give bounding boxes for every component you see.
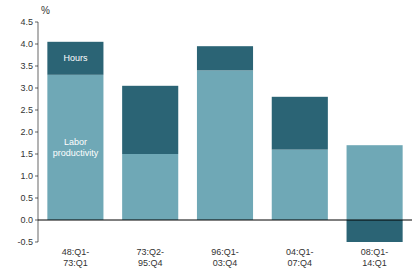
x-tick-label: 96:Q1-03:Q4	[211, 247, 239, 268]
y-tick	[35, 242, 38, 243]
y-tick	[35, 66, 38, 67]
bar	[122, 86, 178, 154]
bar	[47, 75, 103, 220]
y-tick-label: 2.0	[20, 127, 33, 137]
y-axis-label: %	[41, 5, 50, 16]
y-tick-label: 3.0	[20, 83, 33, 93]
bar	[197, 70, 253, 220]
bar	[272, 97, 328, 150]
y-tick-label: -0.5	[17, 237, 33, 247]
bar	[122, 154, 178, 220]
x-tick-label: 08:Q1-14:Q1	[361, 247, 389, 268]
y-tick-label: 4.0	[20, 39, 33, 49]
bar	[272, 150, 328, 220]
y-tick	[35, 198, 38, 199]
y-tick-label: 0.0	[20, 215, 33, 225]
y-tick	[35, 88, 38, 89]
y-tick	[35, 110, 38, 111]
chart: -0.5 0.0 0.5 1.0 1.5 2.0 2.5 3.0 3.5 4.0 4.5% 48:Q1…	[0, 0, 420, 280]
bar	[347, 220, 403, 242]
zero-line	[38, 220, 412, 221]
series-label: Laborproductivity	[53, 137, 99, 158]
x-tick-label: 04:Q1-07:Q4	[286, 247, 314, 268]
y-tick-label: 3.5	[20, 61, 33, 71]
x-tick-label: 73:Q2-95:Q4	[136, 247, 164, 268]
series-label: Hours	[63, 53, 88, 63]
bar	[47, 42, 103, 75]
y-tick-label: 0.5	[20, 193, 33, 203]
y-tick	[35, 132, 38, 133]
bar	[347, 145, 403, 220]
bars	[47, 42, 402, 242]
y-tick	[35, 44, 38, 45]
y-tick	[35, 154, 38, 155]
y-tick-label: 2.5	[20, 105, 33, 115]
x-tick-label: 48:Q1-73:Q1	[62, 247, 90, 268]
y-tick-label: 1.5	[20, 149, 33, 159]
y-tick	[35, 176, 38, 177]
y-tick-label: 4.5	[20, 17, 33, 27]
y-tick	[35, 22, 38, 23]
bar	[197, 46, 253, 70]
y-tick-label: 1.0	[20, 171, 33, 181]
y-tick	[35, 220, 38, 221]
